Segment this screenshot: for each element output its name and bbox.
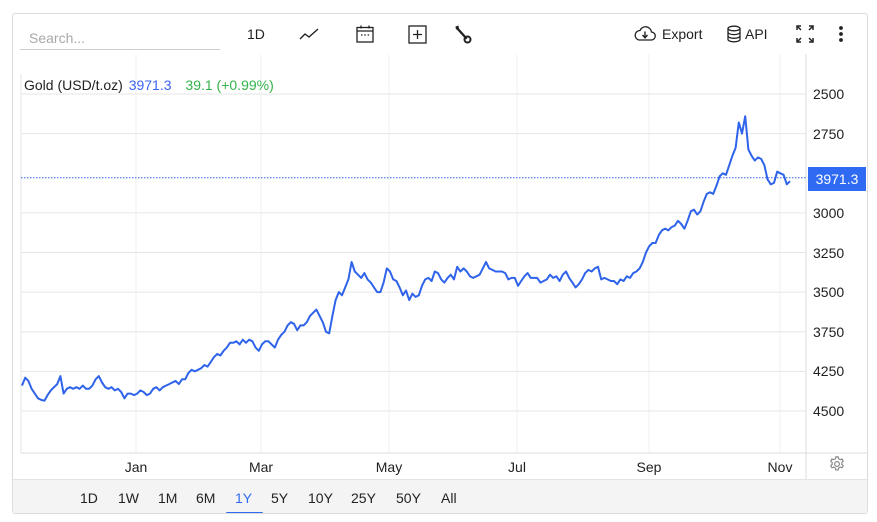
cloud-download-icon — [633, 25, 657, 43]
x-tick-label: May — [375, 459, 403, 475]
wrench-icon — [454, 24, 472, 44]
add-indicator-button[interactable] — [408, 22, 427, 46]
series-legend: Gold (USD/t.oz) 3971.3 39.1 (+0.99%) — [24, 77, 274, 93]
range-selector: 1D 1W 1M 6M 1Y 5Y 10Y 25Y 50Y All — [13, 479, 867, 513]
range-option-10y[interactable]: 10Y — [308, 490, 333, 506]
y-tick-label: 4500 — [813, 403, 845, 419]
x-tick-label: Sep — [636, 459, 662, 475]
calendar-icon — [355, 24, 375, 44]
y-tick-label: 3500 — [813, 284, 845, 301]
y-tick-label: 3750 — [813, 323, 845, 340]
chart-widget: 1D — [12, 13, 868, 514]
x-tick-label: Jul — [508, 459, 526, 475]
fullscreen-icon — [795, 24, 815, 44]
range-option-25y[interactable]: 25Y — [351, 490, 376, 506]
price-chart[interactable] — [13, 14, 868, 479]
more-menu-button[interactable] — [837, 22, 845, 46]
more-vertical-icon — [837, 24, 845, 44]
database-icon — [726, 25, 742, 43]
range-option-1y[interactable]: 1Y — [235, 490, 253, 506]
gear-icon — [828, 456, 846, 477]
series-change: 39.1 (+0.99%) — [185, 77, 274, 93]
range-option-5y[interactable]: 5Y — [271, 490, 289, 506]
export-label: Export — [662, 26, 703, 42]
api-button[interactable]: API — [726, 22, 768, 46]
range-option-50y[interactable]: 50Y — [396, 490, 421, 506]
series-name: Gold (USD/t.oz) — [24, 77, 123, 93]
date-range-button[interactable] — [355, 22, 375, 46]
x-tick-label: Jan — [124, 459, 148, 475]
interval-button[interactable]: 1D — [247, 22, 265, 46]
y-tick-label: 4250 — [813, 363, 845, 380]
y-tick-label: 2500 — [813, 86, 845, 102]
y-tick-label: 3000 — [813, 204, 845, 221]
plus-square-icon — [408, 24, 427, 44]
last-price-tag: 3971.3 — [808, 167, 866, 191]
search-input[interactable] — [20, 26, 220, 50]
toolbar: 1D — [13, 14, 867, 54]
x-tick-label: Mar — [248, 459, 274, 475]
series-price: 3971.3 — [128, 77, 172, 93]
chart-type-button[interactable] — [299, 22, 319, 46]
api-label: API — [745, 26, 768, 42]
active-range-indicator — [226, 512, 263, 513]
y-tick-label: 2750 — [813, 125, 845, 142]
tools-button[interactable] — [454, 22, 472, 46]
export-button[interactable]: Export — [633, 22, 702, 46]
line-chart-icon — [299, 26, 319, 42]
range-option-1d[interactable]: 1D — [80, 490, 98, 506]
range-option-6m[interactable]: 6M — [196, 490, 216, 506]
range-option-all[interactable]: All — [441, 490, 457, 506]
range-option-1m[interactable]: 1M — [158, 490, 178, 506]
x-tick-label: Nov — [767, 459, 793, 475]
range-option-1w[interactable]: 1W — [118, 490, 139, 506]
interval-label: 1D — [247, 26, 265, 42]
y-tick-label: 3250 — [813, 244, 845, 261]
chart-settings-button[interactable] — [828, 455, 846, 473]
fullscreen-button[interactable] — [795, 22, 815, 46]
